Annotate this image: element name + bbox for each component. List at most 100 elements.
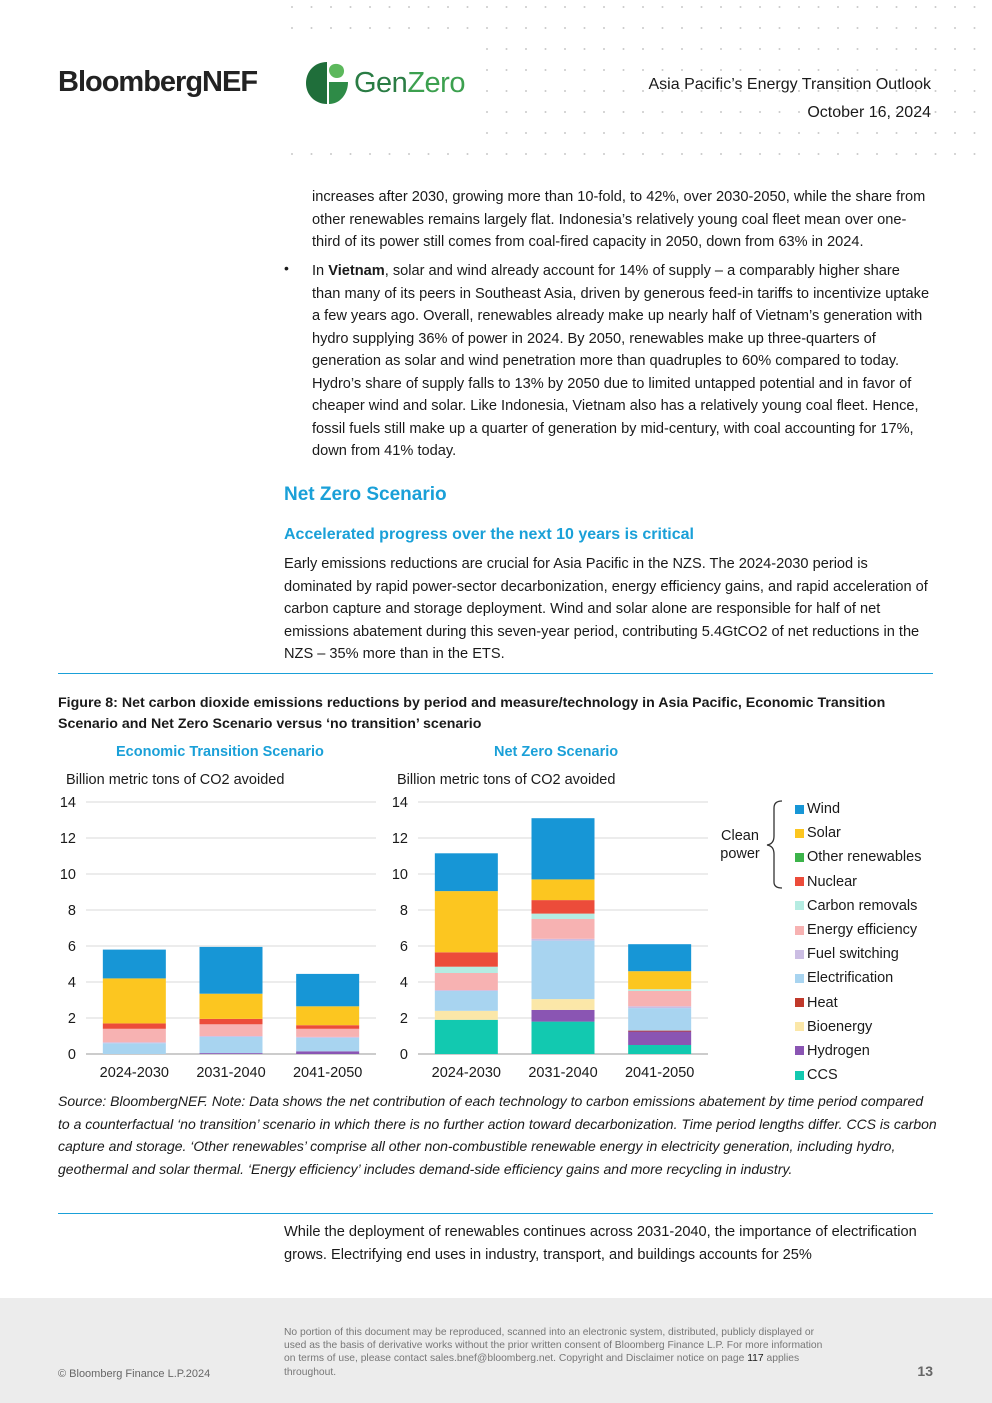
nzs-bar-fuel-switching	[531, 938, 595, 941]
legend-item: Bioenergy	[795, 1015, 921, 1039]
disclaimer-page-link[interactable]: 117	[747, 1353, 764, 1365]
legend-label: Hydrogen	[807, 1042, 870, 1059]
nzs-bar-nuclear	[531, 900, 595, 914]
nzs-x-tick-label: 2031-2040	[528, 1065, 597, 1081]
nzs-bar-hydrogen	[628, 1031, 692, 1045]
footer-copyright: © Bloomberg Finance L.P.2024	[58, 1368, 211, 1380]
legend-swatch	[795, 1070, 804, 1080]
nzs-bar-wind	[531, 818, 595, 880]
legend-swatch	[795, 949, 804, 959]
legend-item: CCS	[795, 1063, 921, 1087]
nzs-chart-title: Net Zero Scenario	[494, 744, 619, 760]
legend-label: Heat	[807, 994, 838, 1011]
legend-item: Electrification	[795, 966, 921, 990]
ets-bar-nuclear	[296, 1025, 360, 1029]
chart-legend: Wind Solar Other renewables Nuclear Carbon r…	[795, 797, 921, 1087]
ets-bar-wind	[199, 946, 263, 994]
legend-label: Wind	[807, 801, 841, 818]
bloombergnef-logo: BloombergNEF	[58, 66, 258, 98]
ets-bar-solar	[296, 1006, 360, 1026]
vietnam-bold: Vietnam	[328, 263, 385, 279]
nzs-bar-carbon-removals	[434, 966, 498, 973]
ets-y-tick-label: 6	[68, 939, 76, 955]
legend-item: Solar	[795, 821, 921, 845]
ets-bar-fuel-switching	[102, 1042, 166, 1044]
ets-bar-wind	[102, 949, 166, 979]
section-heading: Net Zero Scenario	[284, 484, 447, 505]
nzs-bar-electrification	[531, 940, 595, 1000]
nzs-bar-energy-efficiency	[628, 991, 692, 1007]
ets-bar-energy-efficiency	[102, 1028, 166, 1043]
legend-swatch	[795, 925, 804, 935]
legend-label: Bioenergy	[807, 1018, 873, 1035]
nzs-bar-solar	[434, 891, 498, 953]
nzs-bar-bioenergy	[531, 999, 595, 1010]
sub-heading: Accelerated progress over the next 10 ye…	[284, 526, 694, 543]
legend-swatch	[795, 998, 804, 1008]
figure-bottom-rule	[58, 1213, 933, 1214]
clean-power-label: Clean power	[720, 828, 760, 862]
legend-item: Heat	[795, 991, 921, 1015]
nzs-bar-hydrogen	[531, 1009, 595, 1022]
nzs-y-tick-label: 4	[400, 975, 408, 991]
figure-source-note: Source: BloombergNEF. Note: Data shows t…	[58, 1093, 937, 1177]
page-number: 13	[917, 1363, 933, 1379]
nzs-bar-energy-efficiency	[434, 973, 498, 991]
ets-bar-energy-efficiency	[296, 1028, 360, 1037]
paragraph-vietnam: In Vietnam, solar and wind already accou…	[312, 263, 930, 459]
ets-y-tick-label: 4	[68, 975, 76, 991]
page-footer	[0, 1298, 992, 1403]
report-date: October 16, 2024	[807, 104, 931, 121]
nzs-y-tick-label: 6	[400, 939, 408, 955]
nzs-stacked-bar-chart: 0 2 4 6 8 10 12 14 2024-2030 2031-2040 2041-2050	[392, 795, 708, 1081]
legend-label: Energy efficiency	[807, 922, 918, 939]
legend-label: Solar	[807, 825, 841, 842]
paragraph-indonesia-continued: increases after 2030, growing more than …	[312, 189, 926, 250]
legend-swatch	[795, 973, 804, 983]
genzero-wordmark: GenZero	[354, 66, 465, 99]
paragraph-nzs: Early emissions reductions are crucial f…	[284, 556, 928, 662]
legend-item: Hydrogen	[795, 1039, 921, 1063]
nzs-bar-ccs	[434, 1019, 498, 1054]
legend-item: Fuel switching	[795, 942, 921, 966]
legend-swatch	[795, 901, 804, 911]
nzs-y-axis-label: Billion metric tons of CO2 avoided	[397, 772, 616, 788]
genzero-leaf-icon	[306, 62, 348, 104]
nzs-bar-electrification	[628, 1008, 692, 1031]
ets-bar-electrification	[102, 1043, 166, 1054]
legend-swatch	[795, 1046, 804, 1056]
ets-bar-nuclear	[102, 1023, 166, 1029]
legend-swatch	[795, 804, 804, 814]
ets-y-tick-label: 2	[68, 1011, 76, 1027]
nzs-bar-bioenergy	[434, 1010, 498, 1020]
legend-label: Other renewables	[807, 849, 922, 866]
nzs-y-tick-label: 10	[392, 867, 408, 883]
ets-x-tick-label: 2031-2040	[196, 1065, 265, 1081]
nzs-bar-nuclear	[434, 952, 498, 967]
ets-y-tick-label: 12	[60, 831, 76, 847]
figure-caption: Figure 8: Net carbon dioxide emissions r…	[58, 695, 886, 732]
legend-swatch	[795, 1022, 804, 1032]
ets-y-tick-label: 8	[68, 903, 76, 919]
clean-power-bracket	[766, 800, 783, 889]
legend-swatch	[795, 852, 804, 862]
ets-x-tick-label: 2024-2030	[100, 1065, 169, 1081]
nzs-y-tick-label: 2	[400, 1011, 408, 1027]
nzs-bar-carbon-removals	[628, 989, 692, 991]
nzs-x-tick-label: 2041-2050	[625, 1065, 694, 1081]
nzs-y-tick-label: 0	[400, 1047, 408, 1063]
ets-x-tick-label: 2041-2050	[293, 1065, 362, 1081]
legend-label: Fuel switching	[807, 946, 899, 963]
ets-bar-solar	[102, 978, 166, 1024]
legend-item: Energy efficiency	[795, 918, 921, 942]
ets-bar-hydrogen	[199, 1053, 263, 1054]
legend-label: Nuclear	[807, 873, 857, 890]
legend-item: Wind	[795, 797, 921, 821]
ets-bar-fuel-switching	[199, 1036, 263, 1037]
nzs-bar-electrification	[434, 991, 498, 1011]
legend-item: Other renewables	[795, 845, 921, 869]
ets-bar-fuel-switching	[296, 1036, 360, 1038]
bullet-marker: •	[284, 260, 289, 276]
nzs-y-tick-label: 8	[400, 903, 408, 919]
ets-bar-wind	[296, 973, 360, 1007]
